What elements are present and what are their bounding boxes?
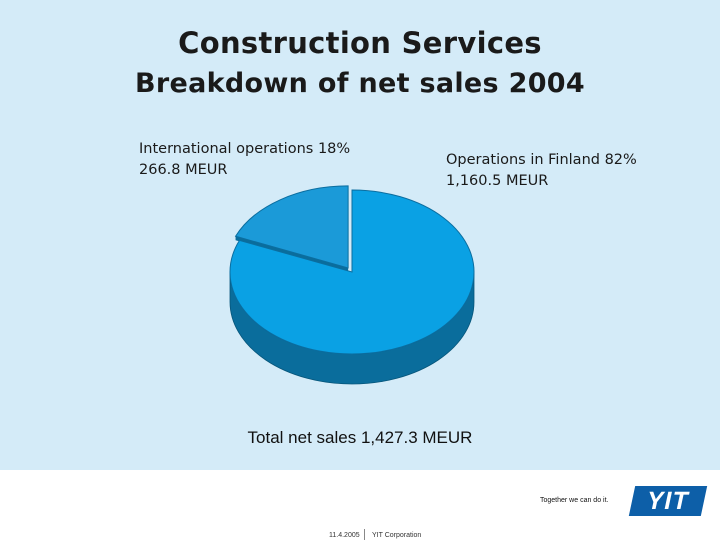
footer-company: YIT Corporation bbox=[372, 532, 422, 539]
slice-international bbox=[234, 185, 349, 269]
total-net-sales: Total net sales 1,427.3 MEUR bbox=[247, 428, 473, 447]
chart-title: Breakdown of net sales 2004 bbox=[135, 68, 585, 99]
slice-label-finland-name: Operations in Finland bbox=[446, 152, 600, 168]
slice-label-international: International operations 18% 266.8 MEUR bbox=[139, 139, 350, 181]
slice-finland bbox=[229, 189, 475, 355]
footer-divider bbox=[364, 529, 365, 540]
slide-title: Construction Services bbox=[178, 26, 542, 60]
slice-label-finland-value: 1,160.5 MEUR bbox=[446, 173, 549, 189]
yit-logo: YIT bbox=[628, 486, 708, 516]
tagline: Together we can do it. bbox=[540, 497, 609, 504]
footer-date: 11.4.2005 bbox=[329, 532, 360, 539]
slice-label-international-name: International operations bbox=[139, 141, 314, 157]
slice-label-finland: Operations in Finland 82% 1,160.5 MEUR bbox=[446, 150, 637, 192]
slice-label-finland-percent: 82% bbox=[604, 152, 637, 168]
slice-label-international-value: 266.8 MEUR bbox=[139, 162, 228, 178]
slice-label-international-percent: 18% bbox=[317, 141, 351, 157]
